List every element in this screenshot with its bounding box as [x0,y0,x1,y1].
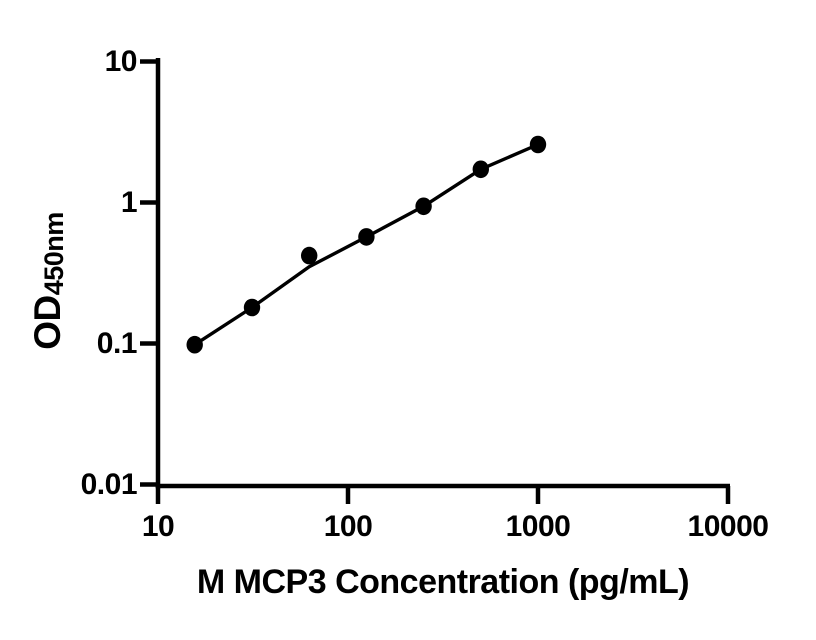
data-point [358,228,375,246]
data-point [243,298,261,317]
y-tick-label: 0.01 [80,467,138,501]
y-tick-label: 0.1 [96,326,138,360]
x-tick-label: 1000 [505,510,571,543]
data-point [529,135,547,154]
x-tick-label: 10 [141,510,175,543]
data-point [472,160,489,179]
x-tick-label: 100 [323,510,373,543]
y-tick-label: 10 [104,44,138,78]
y-tick-label: 1 [120,185,138,219]
data-point [186,335,203,354]
y-axis-title-subscript: 450nm [38,212,69,296]
data-point [301,246,318,265]
x-tick-label: 10000 [687,510,769,543]
x-axis-title: M MCP3 Concentration (pg/mL) [196,563,690,601]
data-point [415,197,432,216]
